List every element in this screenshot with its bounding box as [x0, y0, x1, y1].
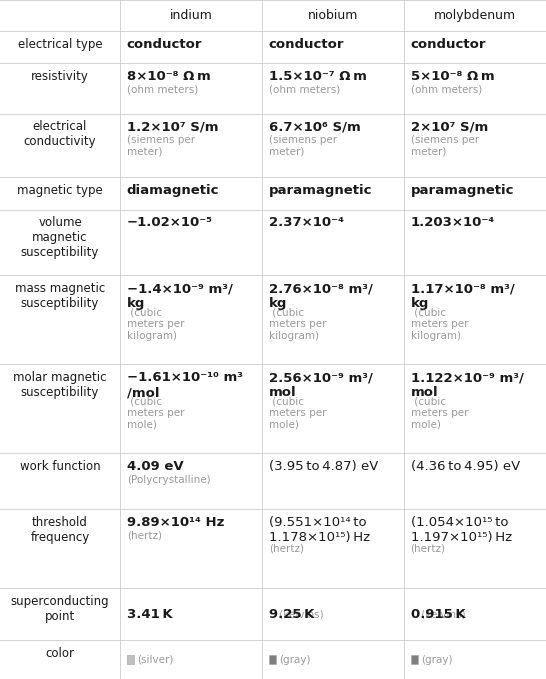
Text: (ohm meters): (ohm meters) [269, 85, 340, 95]
Text: paramagnetic: paramagnetic [269, 184, 372, 197]
Text: threshold
frequency: threshold frequency [31, 515, 90, 544]
Text: (ohm meters): (ohm meters) [411, 85, 482, 95]
Text: diamagnetic: diamagnetic [127, 184, 219, 197]
Text: 5×10⁻⁸ Ω m: 5×10⁻⁸ Ω m [411, 70, 494, 84]
Bar [269, 655, 276, 664]
Text: molar magnetic
susceptibility: molar magnetic susceptibility [13, 371, 107, 399]
Text: conductor: conductor [269, 38, 344, 51]
Text: (kelvins): (kelvins) [418, 609, 466, 619]
Text: (3.95 to 4.87) eV: (3.95 to 4.87) eV [269, 460, 378, 473]
Text: (gray): (gray) [422, 655, 453, 665]
Text: resistivity: resistivity [31, 70, 89, 84]
Text: (silver): (silver) [138, 655, 174, 665]
Text: −1.4×10⁻⁹ m³/
kg: −1.4×10⁻⁹ m³/ kg [127, 282, 233, 310]
Text: (hertz): (hertz) [127, 530, 162, 540]
Text: indium: indium [170, 9, 212, 22]
Text: 2×10⁷ S/m: 2×10⁷ S/m [411, 120, 488, 134]
Bar [411, 655, 418, 664]
Text: 6.7×10⁶ S/m: 6.7×10⁶ S/m [269, 120, 360, 134]
Text: volume
magnetic
susceptibility: volume magnetic susceptibility [21, 217, 99, 259]
Text: magnetic type: magnetic type [17, 184, 103, 197]
Text: electrical type: electrical type [18, 38, 102, 51]
Text: mass magnetic
susceptibility: mass magnetic susceptibility [15, 282, 105, 310]
Text: 1.5×10⁻⁷ Ω m: 1.5×10⁻⁷ Ω m [269, 70, 366, 84]
Text: (cubic
meters per
kilogram): (cubic meters per kilogram) [411, 308, 468, 341]
Text: (9.551×10¹⁴ to
1.178×10¹⁵) Hz: (9.551×10¹⁴ to 1.178×10¹⁵) Hz [269, 515, 370, 544]
Text: (hertz): (hertz) [269, 543, 304, 553]
Text: 4.09 eV: 4.09 eV [127, 460, 183, 473]
Text: 8×10⁻⁸ Ω m: 8×10⁻⁸ Ω m [127, 70, 210, 84]
Text: (kelvins): (kelvins) [276, 609, 324, 619]
Text: color: color [45, 647, 75, 660]
Text: 1.17×10⁻⁸ m³/
kg: 1.17×10⁻⁸ m³/ kg [411, 282, 514, 310]
Text: 3.41 K: 3.41 K [127, 608, 173, 621]
Text: 2.76×10⁻⁸ m³/
kg: 2.76×10⁻⁸ m³/ kg [269, 282, 372, 310]
Text: 1.203×10⁻⁴: 1.203×10⁻⁴ [411, 217, 495, 230]
Text: niobium: niobium [308, 9, 358, 22]
Text: −1.02×10⁻⁵: −1.02×10⁻⁵ [127, 217, 213, 230]
Text: 2.56×10⁻⁹ m³/
mol: 2.56×10⁻⁹ m³/ mol [269, 371, 372, 399]
Text: superconducting
point: superconducting point [11, 595, 109, 623]
Text: (gray): (gray) [280, 655, 311, 665]
Text: (siemens per
meter): (siemens per meter) [411, 135, 479, 157]
Text: conductor: conductor [127, 38, 202, 51]
Text: molybdenum: molybdenum [434, 9, 516, 22]
Text: (4.36 to 4.95) eV: (4.36 to 4.95) eV [411, 460, 520, 473]
Text: (cubic
meters per
mole): (cubic meters per mole) [269, 397, 326, 430]
Text: 2.37×10⁻⁴: 2.37×10⁻⁴ [269, 217, 343, 230]
Text: (cubic
meters per
mole): (cubic meters per mole) [411, 397, 468, 430]
Text: work function: work function [20, 460, 100, 473]
Text: (cubic
meters per
mole): (cubic meters per mole) [127, 397, 184, 430]
Text: (ohm meters): (ohm meters) [127, 85, 198, 95]
Text: electrical
conductivity: electrical conductivity [23, 120, 97, 149]
Text: 1.2×10⁷ S/m: 1.2×10⁷ S/m [127, 120, 218, 134]
Text: −1.61×10⁻¹⁰ m³
/mol: −1.61×10⁻¹⁰ m³ /mol [127, 371, 242, 399]
Text: (Polycrystalline): (Polycrystalline) [127, 475, 210, 485]
Text: (hertz): (hertz) [411, 543, 446, 553]
Text: 1.122×10⁻⁹ m³/
mol: 1.122×10⁻⁹ m³/ mol [411, 371, 524, 399]
Text: 0.915 K: 0.915 K [411, 608, 465, 621]
Text: (siemens per
meter): (siemens per meter) [127, 135, 195, 157]
Text: 9.89×10¹⁴ Hz: 9.89×10¹⁴ Hz [127, 515, 224, 529]
Bar [127, 655, 134, 664]
Text: 9.25 K: 9.25 K [269, 608, 314, 621]
Text: (cubic
meters per
kilogram): (cubic meters per kilogram) [127, 308, 184, 341]
Text: (siemens per
meter): (siemens per meter) [269, 135, 337, 157]
Text: (cubic
meters per
kilogram): (cubic meters per kilogram) [269, 308, 326, 341]
Text: conductor: conductor [411, 38, 486, 51]
Text: (1.054×10¹⁵ to
1.197×10¹⁵) Hz: (1.054×10¹⁵ to 1.197×10¹⁵) Hz [411, 515, 512, 544]
Text: paramagnetic: paramagnetic [411, 184, 514, 197]
